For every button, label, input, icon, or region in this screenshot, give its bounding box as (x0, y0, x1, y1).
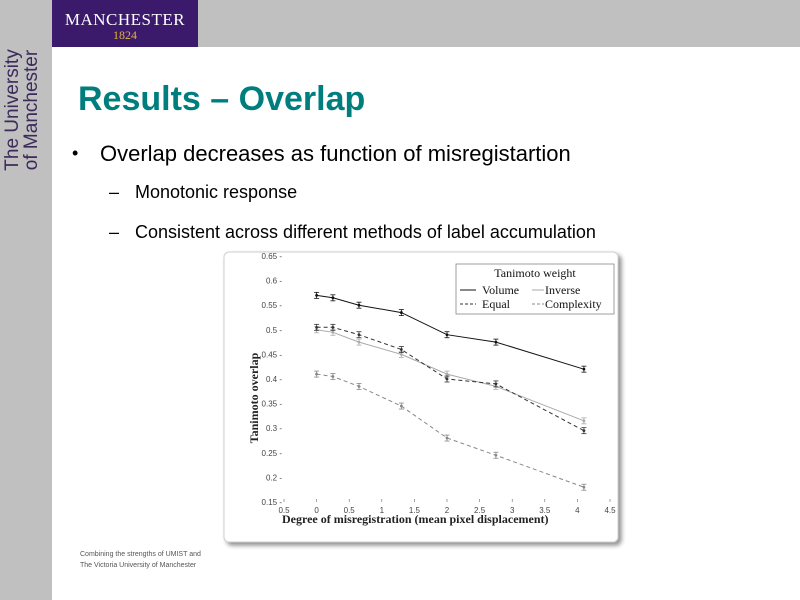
data-point-volume (331, 296, 335, 300)
data-point-volume (494, 340, 498, 344)
data-point-complexity (445, 436, 449, 440)
slide-title: Results – Overlap (78, 80, 366, 118)
data-point-complexity (399, 404, 403, 408)
data-point-complexity (357, 384, 361, 388)
data-point-inverse (582, 419, 586, 423)
overlap-chart: 0.15 - 0.2 - 0.25 - 0.3 - 0.35 - 0.4 - 0.45 - 0… (222, 250, 626, 550)
chart-legend: Tanimoto weight Volume Inverse Equal Com… (455, 263, 615, 315)
side-banner (0, 47, 52, 600)
data-point-complexity (494, 453, 498, 457)
data-point-complexity (331, 375, 335, 378)
x-tick-label: 0.5 (278, 506, 290, 515)
data-point-inverse (445, 372, 449, 376)
y-axis-ticks: 0.15 - 0.2 - 0.25 - 0.3 - 0.35 - 0.4 - 0.45 - 0… (262, 252, 283, 507)
logo-year: 1824 (113, 28, 137, 42)
university-side-wordmark: The University of Manchester (2, 45, 49, 175)
y-axis-label: Tanimoto overlap (247, 352, 261, 443)
bullet-text: Overlap decreases as function of misregi… (100, 141, 571, 166)
x-axis-ticks: 0.5 0 0.5 1 1.5 2 2.5 3 3.5 4 4.5 (278, 499, 616, 515)
footer-line2: The Victoria University of Manchester (80, 562, 197, 569)
y-tick-label: 0.2 - (266, 473, 282, 482)
sub-bullet-dash-icon: – (109, 182, 120, 202)
x-tick-label: 2.5 (474, 506, 486, 515)
data-point-volume (582, 367, 586, 371)
data-point-inverse (399, 353, 403, 356)
y-tick-label: 0.35 - (262, 400, 283, 409)
x-tick-label: 1 (380, 506, 385, 515)
x-tick-label: 0 (314, 506, 319, 515)
side-wordmark-line1: The University (2, 49, 23, 171)
data-point-volume (445, 333, 449, 337)
data-point-inverse (357, 340, 361, 344)
x-axis-label: Degree of misregistration (mean pixel di… (282, 512, 549, 526)
sub-bullet-dash-icon: – (109, 222, 120, 242)
chart-card (223, 251, 619, 543)
y-tick-label: 0.55 - (262, 301, 283, 310)
data-point-volume (315, 293, 318, 297)
legend-entry-complexity: Complexity (545, 297, 602, 311)
y-tick-label: 0.15 - (262, 498, 283, 507)
sub-bullet-text: Monotonic response (135, 182, 298, 202)
y-tick-label: 0.3 - (266, 424, 282, 433)
legend-entry-equal: Equal (482, 297, 511, 311)
logo-name: MANCHESTER (64, 10, 186, 29)
x-tick-label: 1.5 (409, 506, 421, 515)
y-tick-label: 0.25 - (262, 449, 283, 458)
y-tick-label: 0.45 - (262, 350, 283, 359)
data-point-volume (399, 311, 403, 314)
data-point-equal (331, 325, 335, 329)
x-tick-label: 4 (575, 506, 580, 515)
data-point-equal (494, 382, 498, 386)
chart-svg: 0.15 - 0.2 - 0.25 - 0.3 - 0.35 - 0.4 - 0.45 - 0… (223, 251, 619, 543)
data-point-equal (399, 348, 403, 351)
y-tick-label: 0.4 - (266, 375, 282, 384)
data-point-volume (357, 303, 361, 307)
bullet-icon: • (72, 143, 79, 163)
y-tick-label: 0.6 - (266, 277, 282, 286)
y-tick-label: 0.65 - (262, 252, 283, 261)
x-tick-label: 4.5 (604, 506, 616, 515)
x-tick-label: 0.5 (344, 506, 356, 515)
data-point-complexity (315, 372, 318, 376)
sub-bullet-text: Consistent across different methods of l… (135, 222, 596, 242)
side-wordmark-line2: of Manchester (21, 49, 42, 171)
legend-box (455, 263, 615, 315)
x-tick-label: 3.5 (539, 506, 551, 515)
data-point-equal (315, 325, 318, 329)
data-point-complexity (582, 485, 586, 489)
x-tick-label: 3 (510, 506, 515, 515)
footer-note: Combining the strengths of UMIST and The… (80, 549, 201, 571)
data-point-equal (357, 333, 361, 337)
legend-title: Tanimoto weight (494, 266, 576, 280)
data-point-equal (445, 377, 449, 381)
footer-line1: Combining the strengths of UMIST and (80, 551, 201, 558)
university-logo: MANCHESTER 1824 (52, 0, 198, 47)
x-tick-label: 2 (445, 506, 450, 515)
y-tick-label: 0.5 - (266, 326, 282, 335)
chart-series (314, 291, 587, 491)
legend-entry-volume: Volume (482, 283, 519, 297)
data-point-equal (582, 429, 586, 433)
data-point-inverse (331, 330, 335, 334)
legend-entry-inverse: Inverse (545, 283, 580, 297)
